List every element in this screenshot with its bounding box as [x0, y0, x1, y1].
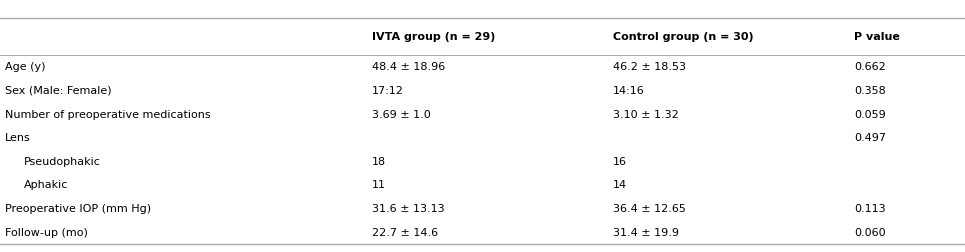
Text: 31.4 ± 19.9: 31.4 ± 19.9	[613, 228, 678, 238]
Text: 18: 18	[372, 157, 386, 167]
Text: 0.059: 0.059	[854, 110, 886, 119]
Text: 14:16: 14:16	[613, 86, 645, 96]
Text: 46.2 ± 18.53: 46.2 ± 18.53	[613, 62, 686, 72]
Text: 3.10 ± 1.32: 3.10 ± 1.32	[613, 110, 678, 119]
Text: 0.358: 0.358	[854, 86, 886, 96]
Text: IVTA group (n = 29): IVTA group (n = 29)	[372, 32, 495, 42]
Text: 3.69 ± 1.0: 3.69 ± 1.0	[372, 110, 430, 119]
Text: 22.7 ± 14.6: 22.7 ± 14.6	[372, 228, 438, 238]
Text: 11: 11	[372, 180, 386, 190]
Text: Follow-up (mo): Follow-up (mo)	[5, 228, 88, 238]
Text: 14: 14	[613, 180, 627, 190]
Text: Number of preoperative medications: Number of preoperative medications	[5, 110, 210, 119]
Text: 0.662: 0.662	[854, 62, 886, 72]
Text: Control group (n = 30): Control group (n = 30)	[613, 32, 754, 42]
Text: Lens: Lens	[5, 133, 31, 143]
Text: Sex (Male: Female): Sex (Male: Female)	[5, 86, 111, 96]
Text: Age (y): Age (y)	[5, 62, 45, 72]
Text: 16: 16	[613, 157, 627, 167]
Text: Pseudophakic: Pseudophakic	[24, 157, 101, 167]
Text: Aphakic: Aphakic	[24, 180, 69, 190]
Text: P value: P value	[854, 32, 900, 42]
Text: 17:12: 17:12	[372, 86, 403, 96]
Text: 0.113: 0.113	[854, 204, 886, 214]
Text: 0.497: 0.497	[854, 133, 886, 143]
Text: 31.6 ± 13.13: 31.6 ± 13.13	[372, 204, 444, 214]
Text: 36.4 ± 12.65: 36.4 ± 12.65	[613, 204, 686, 214]
Text: 48.4 ± 18.96: 48.4 ± 18.96	[372, 62, 445, 72]
Text: 0.060: 0.060	[854, 228, 886, 238]
Text: Preoperative IOP (mm Hg): Preoperative IOP (mm Hg)	[5, 204, 151, 214]
